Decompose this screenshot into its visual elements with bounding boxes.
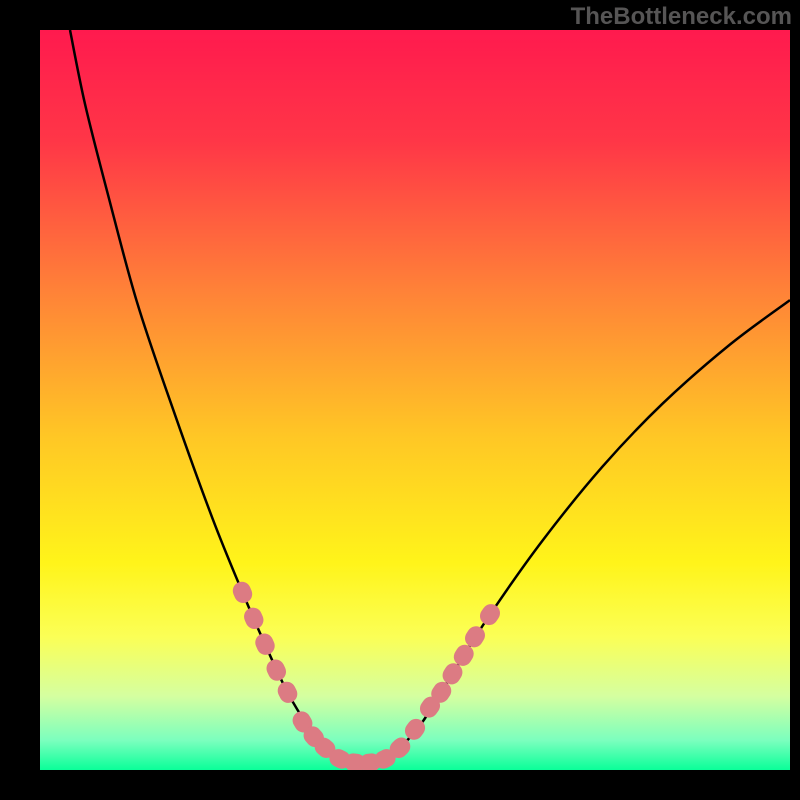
marker-bead bbox=[476, 601, 503, 629]
watermark-text: TheBottleneck.com bbox=[571, 3, 792, 31]
plot-area bbox=[40, 30, 790, 770]
marker-bead bbox=[275, 679, 301, 706]
bottleneck-curve bbox=[70, 30, 790, 763]
marker-bead bbox=[230, 579, 255, 606]
marker-bead bbox=[241, 605, 266, 632]
highlight-markers bbox=[230, 579, 504, 770]
marker-bead bbox=[264, 657, 289, 684]
marker-bead bbox=[252, 631, 277, 658]
chart-overlay bbox=[40, 30, 790, 770]
